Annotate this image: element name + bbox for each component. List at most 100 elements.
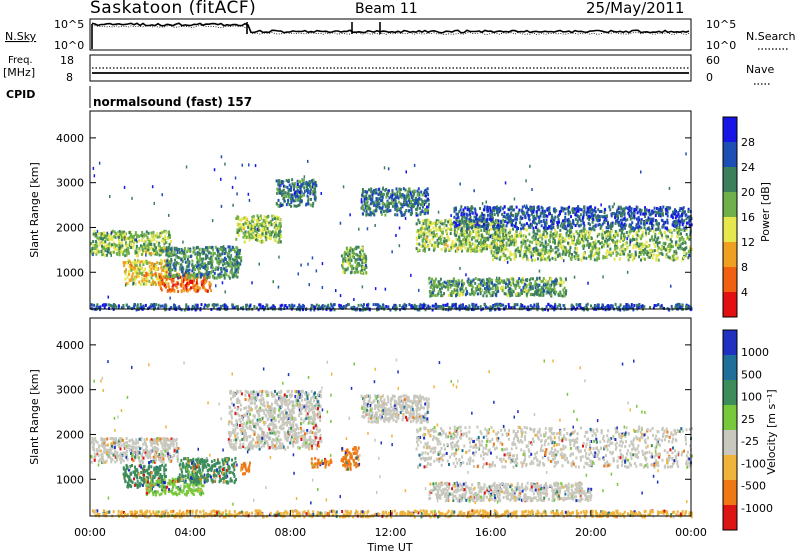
scatter-cell [467,223,470,227]
scatter-cell [666,214,669,218]
scatter-cell [597,208,600,212]
scatter-cell [144,249,147,253]
scatter-cell [402,213,405,217]
scatter-cell [403,199,406,203]
scatter-cell [490,211,493,215]
scatter-cell [309,183,312,186]
scatter-cell [498,247,501,250]
scatter-cell [444,285,447,289]
scatter-cell [688,223,691,227]
scatter-cell [661,235,664,239]
scatter-cell [468,219,471,223]
scatter-cell [134,277,137,281]
scatter-cell [296,179,299,183]
scatter-cell [450,293,453,297]
scatter-cell [583,256,586,260]
scatter-cell [619,205,622,209]
scatter-cell [424,249,426,253]
scatter-cell [290,185,293,189]
scatter-cell [523,239,526,243]
scatter-cell [135,250,138,254]
scatter-cell [161,249,163,252]
scatter-cell [486,281,488,285]
scatter-cell [101,253,104,257]
scatter-cell [466,235,469,239]
scatter-cell [655,240,657,244]
scatter-cell [509,250,512,254]
scatter-cell [629,217,632,221]
scatter-cell [622,228,624,231]
scatter-cell [604,208,607,212]
scatter-cell [470,292,473,296]
scatter-cell [181,282,184,286]
scatter-cell [523,253,526,257]
scatter-cell [177,248,180,252]
scatter-cell [452,282,455,286]
scatter-cell [408,199,410,203]
scatter-cell [529,292,532,296]
scatter-cell [108,238,111,242]
scatter-cell [301,182,304,186]
scatter-cell [454,284,457,288]
scatter-cell [462,244,465,248]
scatter-cell [513,254,516,258]
scatter-cell [545,227,548,231]
scatter-cell [483,221,486,225]
scatter-cell [593,252,596,256]
scatter-cell [387,189,390,193]
scatter-cell [168,254,170,258]
scatter-cell [461,244,464,247]
scatter-cell [670,240,673,244]
scatter-cell [579,219,582,223]
scatter-cell [682,206,685,210]
scatter-cell [454,224,457,228]
scatter-cell [460,242,463,246]
scatter-cell [496,208,498,212]
scatter-cell [299,191,301,194]
scatter-cell [464,232,467,236]
scatter-cell [269,237,272,241]
scatter-cell [403,213,406,217]
scatter-cell [495,278,498,282]
scatter-cell [389,195,392,199]
scatter-cell [502,249,505,253]
scatter-cell [189,276,192,280]
scatter-cell [586,216,589,220]
scatter-cell [236,228,239,232]
scatter-cell [275,235,278,239]
scatter-cell [666,221,669,225]
scatter-cell [363,202,366,206]
scatter-cell [196,273,199,277]
scatter-cell [515,221,517,225]
scatter-cell [509,241,512,245]
scatter-cell [582,241,585,245]
scatter-cell [130,242,133,246]
scatter-cell [186,281,189,285]
scatter-cell [689,245,691,249]
scatter-cell [217,259,220,263]
scatter-cell [604,239,607,243]
scatter-cell [297,197,300,201]
scatter-cell [476,233,479,237]
scatter-cell [601,232,604,236]
scatter-cell [348,261,351,265]
scatter-cell [669,238,672,242]
scatter-cell [434,234,437,238]
scatter-cell [660,233,663,237]
scatter-cell [662,205,665,209]
scatter-cell [359,258,362,262]
scatter-cell [644,228,647,232]
scatter-cell [679,243,682,247]
scatter-cell [532,205,535,209]
scatter-cell [220,275,223,279]
scatter-cell [264,235,267,239]
scatter-cell [461,233,464,237]
scatter-cell [177,262,180,265]
scatter-cell [606,244,609,248]
scatter-cell [635,240,638,244]
scatter-cell [365,209,368,213]
scatter-cell [117,232,120,236]
scatter-cell [576,254,579,258]
scatter-cell [142,282,145,286]
scatter-cell [423,199,426,203]
